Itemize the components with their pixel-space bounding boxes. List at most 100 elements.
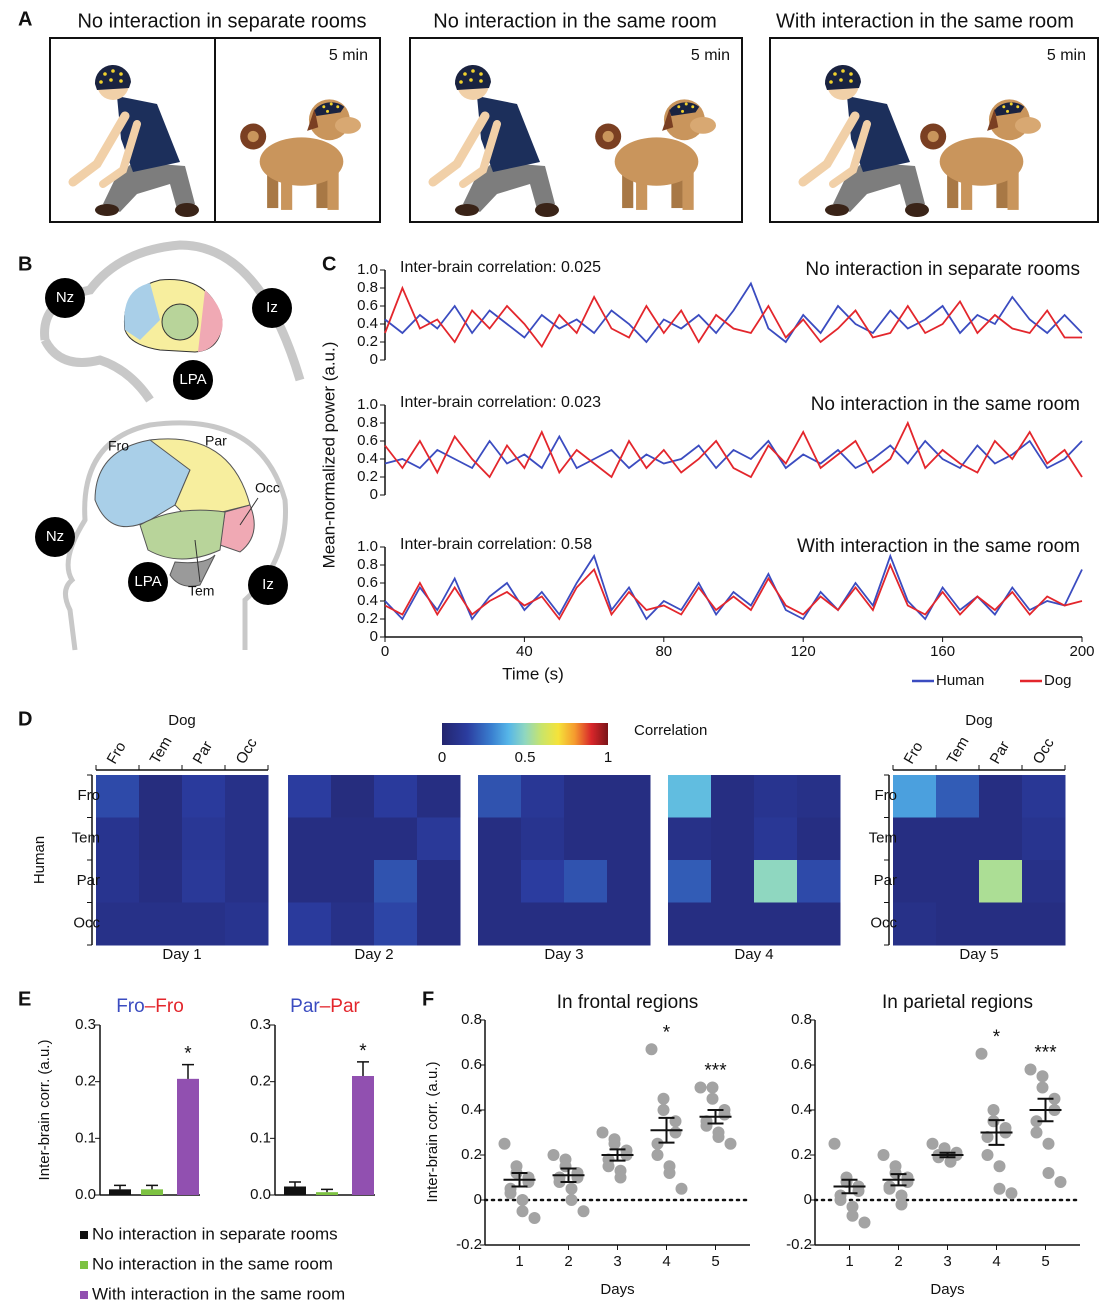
dog	[595, 99, 716, 210]
data-point	[565, 1182, 578, 1195]
column-label: Tem	[147, 734, 176, 767]
heatmap-cell	[96, 775, 140, 818]
heatmap-cell	[225, 775, 269, 818]
y-tick-label: 0.2	[357, 333, 378, 350]
person	[803, 65, 929, 217]
x-tick-label: 5	[711, 1253, 719, 1270]
heatmap-cell	[754, 817, 798, 861]
bar	[177, 1078, 199, 1195]
heatmap-cell	[417, 902, 461, 946]
significance: ***	[1034, 1043, 1057, 1064]
x-axis-label: Time (s)	[502, 664, 564, 683]
subplot-title: With interaction in the same room	[797, 536, 1080, 557]
annotation: Inter-brain correlation: 0.58	[400, 536, 592, 553]
data-point	[706, 1092, 719, 1105]
y-tick-label: 0	[370, 486, 378, 503]
significance: *	[184, 1044, 192, 1065]
data-point	[1036, 1070, 1049, 1083]
region-label: Tem	[188, 583, 214, 599]
data-point	[528, 1212, 541, 1224]
heatmap-cell	[225, 902, 269, 946]
y-tick-label: 0.0	[250, 1186, 271, 1203]
y-tick-label: 1.0	[357, 261, 378, 278]
heatmap-cell	[331, 817, 375, 861]
data-point	[712, 1131, 725, 1143]
data-point	[657, 1104, 670, 1116]
colorbar-label: Correlation	[634, 722, 707, 739]
heatmap-cell	[711, 860, 755, 903]
heatmap-cell	[225, 817, 269, 861]
data-point	[987, 1104, 1000, 1116]
column-axis-label: Dog	[168, 712, 196, 729]
data-point	[577, 1205, 590, 1218]
significance: *	[993, 1027, 1001, 1048]
data-point	[846, 1209, 859, 1222]
heatmap-title: Day 2	[354, 946, 393, 963]
y-tick-label: 0	[370, 628, 378, 645]
y-tick-label: 0	[804, 1191, 812, 1208]
y-tick-label: 0.2	[250, 1073, 271, 1090]
error-bar	[707, 1109, 724, 1125]
x-tick-label: 200	[1069, 643, 1094, 660]
heatmap-title: Day 5	[959, 946, 998, 963]
y-tick-label: -0.2	[786, 1236, 812, 1253]
y-tick-label: 0.8	[357, 279, 378, 296]
heatmap-cell	[797, 902, 841, 946]
panel-label: D	[18, 708, 32, 730]
panel-label: F	[422, 988, 434, 1010]
data-point	[724, 1137, 737, 1150]
error-bar	[114, 1184, 126, 1190]
heatmap-cell	[521, 902, 565, 946]
data-point	[834, 1194, 847, 1206]
chart-title: Par–Par	[290, 996, 360, 1017]
heatmap-cell	[417, 860, 461, 903]
legend-swatch	[80, 1261, 88, 1269]
data-point	[504, 1187, 517, 1200]
heatmap-cell	[564, 775, 608, 818]
data-point	[858, 1216, 871, 1229]
heatmap-cell	[331, 860, 375, 903]
heatmap-cell	[668, 860, 712, 903]
dog-brain-occipital	[198, 290, 223, 352]
y-tick-label: 0.6	[461, 1056, 482, 1073]
x-tick-label: 4	[992, 1253, 1000, 1270]
data-point	[877, 1149, 890, 1161]
dog-brain-temporal	[161, 303, 199, 341]
x-tick-label: 4	[662, 1253, 670, 1270]
y-tick-label: 0.4	[357, 315, 378, 332]
y-tick-label: 0.3	[250, 1016, 271, 1033]
heatmap-cell	[521, 817, 565, 861]
heatmap-cell	[1022, 775, 1066, 818]
legend-swatch	[80, 1231, 88, 1239]
region-label: Par	[205, 433, 227, 449]
heatmap-cell	[754, 902, 798, 946]
series-line	[384, 434, 1083, 470]
title-part: –Par	[320, 996, 361, 1017]
data-point	[1036, 1081, 1049, 1094]
fiducial	[35, 517, 75, 557]
y-tick-label: 0.1	[250, 1129, 271, 1146]
y-tick-label: 0.4	[357, 450, 378, 467]
y-tick-label: -0.2	[456, 1236, 482, 1253]
data-point	[498, 1137, 511, 1150]
error-bar	[289, 1181, 301, 1187]
colorbar-tick-label: 0	[438, 749, 446, 766]
column-label: Occ	[1030, 735, 1058, 767]
subplot-title: No interaction in separate rooms	[805, 259, 1080, 280]
fiducial	[128, 562, 168, 602]
data-point	[889, 1167, 902, 1179]
heatmap-cell	[478, 860, 522, 903]
chart-title: In parietal regions	[882, 992, 1033, 1013]
fiducial-label: LPA	[134, 573, 161, 590]
region-label: Fro	[108, 438, 129, 454]
column-label: Tem	[944, 734, 973, 767]
heatmap-cell	[668, 775, 712, 818]
legend-label: No interaction in the same room	[92, 1254, 333, 1273]
y-tick-label: 0.1	[75, 1129, 96, 1146]
scene-box	[409, 37, 743, 223]
x-tick-label: 1	[845, 1253, 853, 1270]
heatmap-cell	[711, 775, 755, 818]
bar	[316, 1192, 338, 1195]
colorbar-tick-label: 0.5	[515, 749, 536, 766]
